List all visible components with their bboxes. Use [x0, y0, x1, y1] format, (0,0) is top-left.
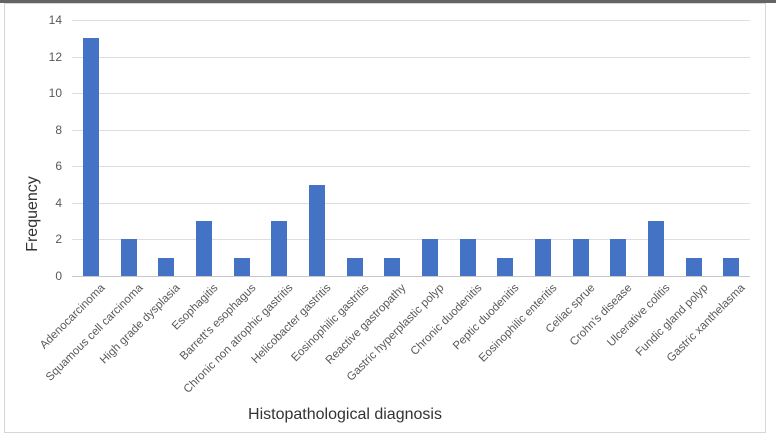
bar: [572, 239, 589, 276]
bar: [685, 257, 702, 276]
bar: [497, 257, 514, 276]
bar: [459, 239, 476, 276]
bar: [120, 239, 137, 276]
bar: [384, 257, 401, 276]
gridline: [72, 20, 750, 21]
bar: [346, 257, 363, 276]
y-tick-label: 12: [48, 49, 62, 64]
bar: [610, 239, 627, 276]
x-axis-line: [72, 276, 750, 277]
chart-frame: [4, 3, 766, 433]
y-tick-label: 6: [55, 159, 62, 174]
bar: [723, 257, 740, 276]
bar: [308, 184, 325, 276]
gridline: [72, 202, 750, 204]
bar: [647, 221, 664, 276]
y-tick-label: 0: [55, 269, 62, 283]
y-axis-title: Frequency: [24, 176, 41, 252]
bar: [233, 257, 250, 276]
y-tick-label: 2: [55, 232, 62, 247]
gridline: [72, 129, 750, 131]
gridline: [72, 93, 750, 95]
bar: [271, 221, 288, 276]
gridline: [72, 56, 750, 58]
gridline: [72, 239, 750, 241]
bar: [534, 239, 551, 276]
y-tick-label: 10: [48, 86, 62, 101]
x-axis-title: Histopathological diagnosis: [248, 406, 442, 423]
bar: [82, 38, 99, 276]
y-tick-label: 14: [48, 13, 62, 27]
y-tick-label: 8: [55, 122, 62, 137]
bar: [421, 239, 438, 276]
gridline: [72, 166, 750, 168]
y-tick-label: 4: [55, 195, 62, 210]
window-edge-strip: [0, 0, 776, 3]
bar: [158, 257, 175, 276]
bar: [195, 221, 212, 276]
